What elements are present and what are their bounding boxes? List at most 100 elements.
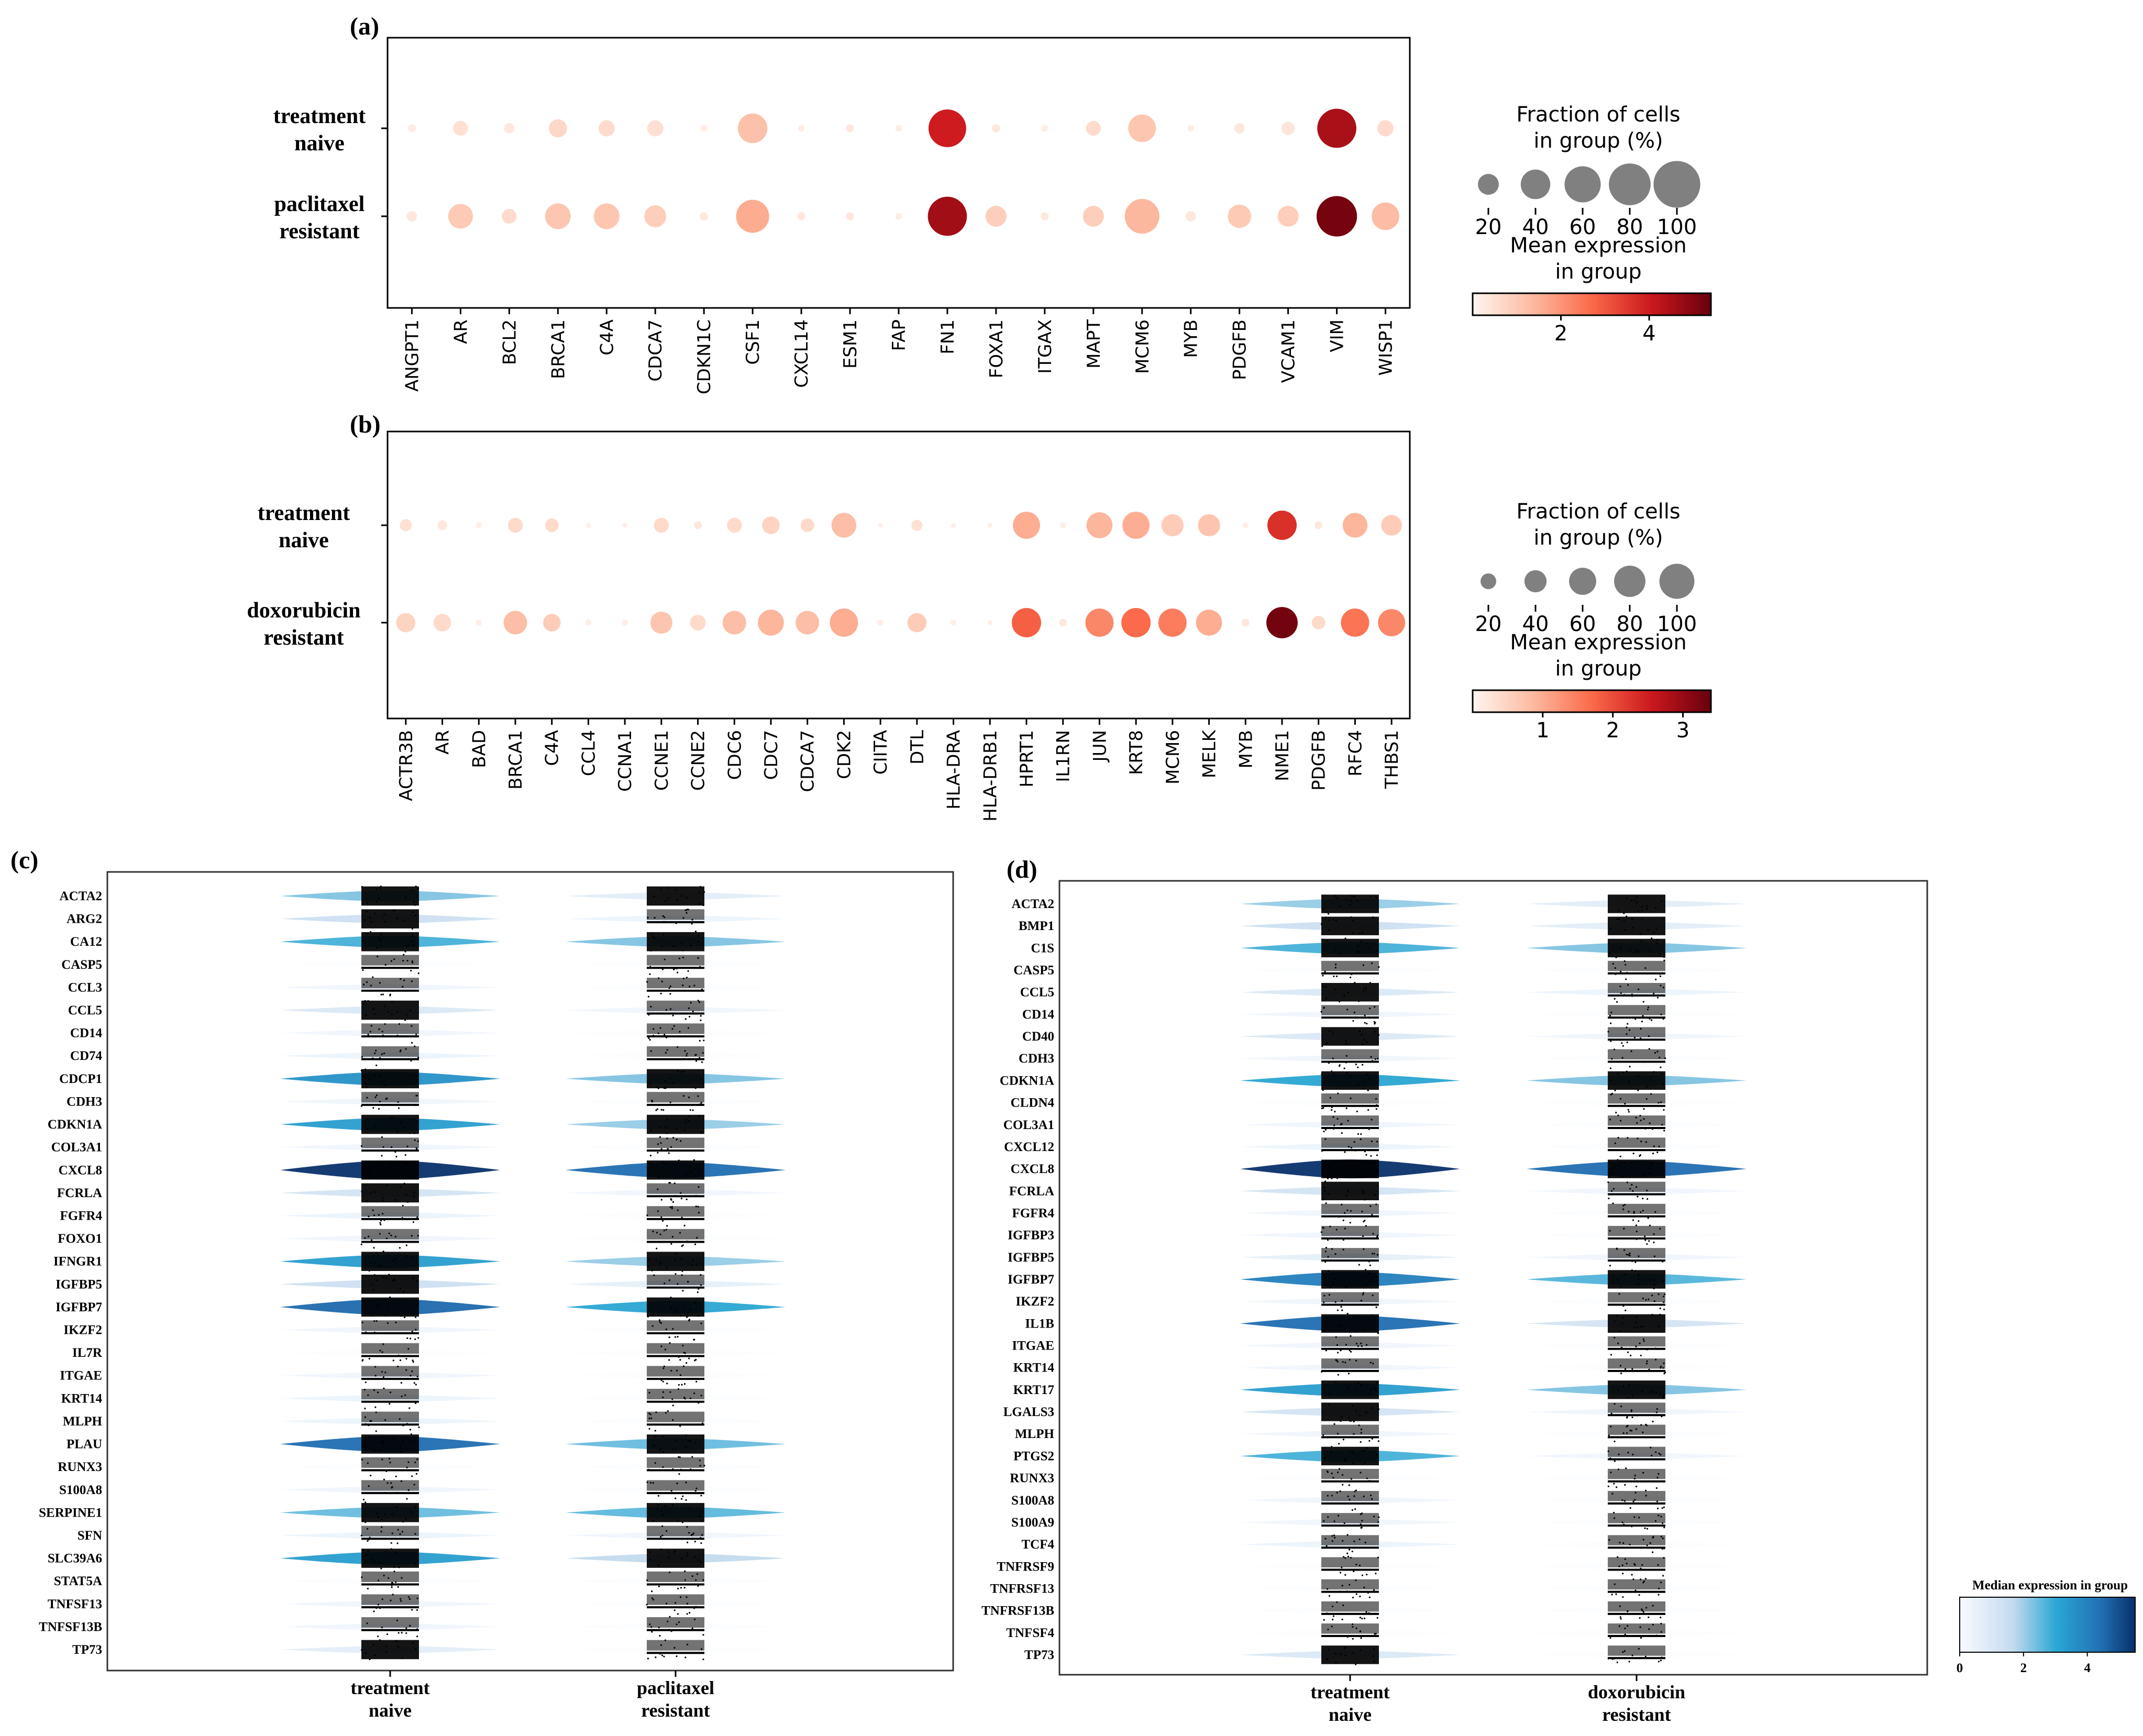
point (1353, 1011, 1355, 1013)
point (367, 1587, 369, 1590)
point (377, 1391, 379, 1394)
point (1631, 1416, 1633, 1419)
points-band-il7r (361, 1343, 419, 1354)
point (407, 1596, 410, 1598)
point (651, 1590, 653, 1593)
point (666, 1266, 668, 1269)
point (649, 1038, 651, 1041)
size-legend-label: 60 (1570, 215, 1596, 239)
point (1615, 973, 1617, 975)
point (675, 1273, 677, 1275)
point (366, 1622, 368, 1624)
point (666, 1602, 668, 1605)
points-band-krt17 (1321, 1380, 1379, 1399)
point (399, 1359, 402, 1362)
points-band-cd14 (361, 1023, 419, 1034)
point (1649, 949, 1651, 952)
point (1662, 1280, 1664, 1282)
point (1365, 989, 1367, 991)
dot-pdgfb (1228, 204, 1251, 228)
point (649, 1162, 651, 1164)
point (1624, 1628, 1626, 1630)
point (688, 1007, 690, 1009)
point (691, 1533, 694, 1535)
point (646, 1214, 648, 1217)
point (1340, 1416, 1343, 1418)
point (1644, 1127, 1647, 1130)
point (1325, 1612, 1328, 1615)
point (1641, 1635, 1643, 1638)
point (1628, 1254, 1630, 1256)
point (1368, 1596, 1371, 1598)
point (373, 1274, 375, 1276)
point (368, 1539, 370, 1541)
point (1331, 1626, 1333, 1628)
point (415, 1384, 417, 1386)
point (364, 1381, 367, 1384)
point (651, 1631, 653, 1633)
point (1322, 986, 1324, 988)
point (686, 1053, 688, 1055)
point (1653, 1284, 1655, 1286)
point (384, 1372, 386, 1374)
point (1354, 981, 1356, 984)
point (1617, 1389, 1619, 1391)
point (385, 1266, 388, 1268)
dot-ccl4 (586, 523, 591, 528)
group-label: resistant (1602, 1704, 1671, 1725)
point (695, 1579, 697, 1582)
point (1656, 942, 1659, 944)
point (1362, 1064, 1364, 1066)
point (1333, 1278, 1336, 1280)
point (1357, 1345, 1359, 1347)
points-band-col3a1 (1321, 1115, 1379, 1126)
point (369, 931, 372, 933)
point (657, 1087, 659, 1089)
gene-label-foxo1: FOXO1 (58, 1232, 102, 1246)
point (1618, 1453, 1620, 1455)
point (1345, 899, 1347, 901)
point (1363, 1617, 1366, 1620)
point (1620, 1160, 1622, 1163)
gene-label-lgals3: LGALS3 (1003, 1405, 1054, 1419)
point (1637, 1075, 1639, 1078)
group-label: paclitaxel (274, 192, 365, 216)
size-legend-dot (1564, 166, 1601, 203)
gene-label-ifngr1: IFNGR1 (53, 1255, 102, 1269)
point (383, 1052, 385, 1055)
point (1614, 1440, 1616, 1443)
point (657, 1564, 660, 1566)
point (1649, 1224, 1651, 1226)
point (1357, 1133, 1360, 1135)
dot-actr3b (396, 613, 416, 633)
point (1375, 1076, 1378, 1078)
dot-c4a (543, 614, 561, 632)
points-band-cdcp1 (647, 1069, 704, 1089)
point (381, 1627, 383, 1629)
point (416, 1597, 418, 1599)
point (669, 1286, 672, 1289)
point (1362, 1087, 1364, 1089)
point (1609, 1230, 1611, 1232)
gene-label-fcrla: FCRLA (1009, 1184, 1054, 1198)
point (1341, 1203, 1343, 1206)
point (1610, 1011, 1612, 1013)
point (1320, 1011, 1322, 1013)
dot-cdca7 (796, 611, 820, 635)
point (1614, 1089, 1616, 1091)
gene-label-sfn: SFN (78, 1529, 102, 1543)
dot-bad (476, 522, 482, 528)
points-line (361, 1400, 419, 1403)
point (1637, 1283, 1639, 1285)
point (662, 915, 664, 917)
point (1633, 1036, 1636, 1038)
point (1325, 1350, 1327, 1352)
points-band-cdkn1a (647, 1114, 704, 1134)
point (1346, 1534, 1349, 1536)
gene-label-ca12: CA12 (70, 935, 102, 949)
point (693, 1618, 696, 1620)
point (1321, 952, 1324, 954)
group-label: resistant (641, 1700, 710, 1721)
point (370, 1474, 372, 1477)
point (409, 1624, 411, 1627)
